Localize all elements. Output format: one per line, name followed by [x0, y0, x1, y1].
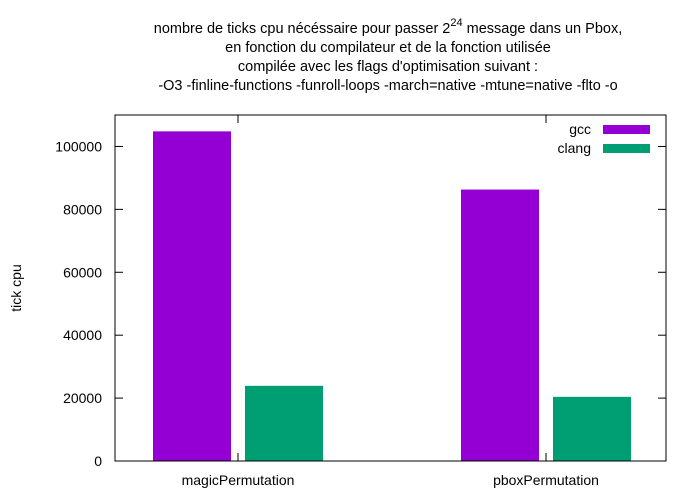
plot-frame [114, 114, 667, 462]
bars [153, 131, 631, 461]
x-tick-label: magicPermutation [182, 472, 295, 488]
title-line: -O3 -finline-functions -funroll-loops -m… [158, 78, 617, 94]
y-axis-label: tick cpu [8, 264, 24, 311]
y-tick-label: 40000 [63, 327, 102, 343]
bar-clang-pboxPermutation [553, 396, 631, 461]
legend-swatch-clang [603, 144, 650, 153]
legend-label-clang: clang [558, 140, 591, 156]
legend-swatch-gcc [603, 125, 650, 134]
title-line: nombre de ticks cpu nécéssaire pour pass… [154, 17, 622, 37]
legend: gcc clang [558, 121, 650, 156]
y-tick-label: 100000 [55, 138, 102, 154]
x-axis: magicPermutation pboxPermutation [182, 115, 599, 488]
y-tick-label: 80000 [63, 201, 102, 217]
title-line: compilée avec les flags d'optimisation s… [238, 59, 538, 75]
y-tick-label: 60000 [63, 264, 102, 280]
bar-clang-magicPermutation [245, 385, 323, 461]
bar-gcc-magicPermutation [153, 131, 231, 461]
y-tick-label: 20000 [63, 390, 102, 406]
y-tick-label: 0 [94, 453, 102, 469]
legend-label-gcc: gcc [569, 121, 591, 137]
title-line: en fonction du compilateur et de la fonc… [225, 40, 551, 56]
chart-title: nombre de ticks cpu nécéssaire pour pass… [154, 17, 622, 94]
bar-gcc-pboxPermutation [461, 189, 539, 461]
y-axis: 0 20000 40000 60000 80000 100000 [55, 138, 666, 469]
x-tick-label: pboxPermutation [493, 472, 599, 488]
